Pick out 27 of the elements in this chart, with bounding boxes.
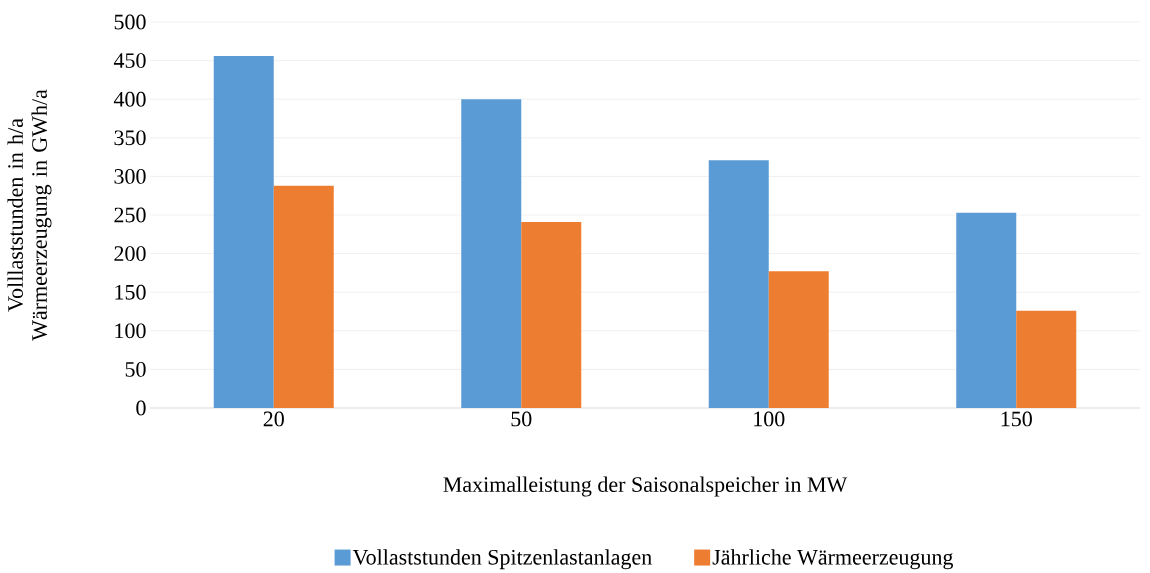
y-tick-label: 300	[114, 168, 146, 184]
x-tick-label: 150	[1001, 411, 1032, 427]
bar	[521, 221, 582, 408]
y-tick-label: 150	[115, 284, 146, 300]
bar	[461, 99, 522, 408]
y-tick-label: 500	[114, 14, 146, 30]
x-tick-label: 50	[511, 411, 532, 427]
y-tick-label: 0	[136, 400, 146, 416]
y-tick-label: 350	[114, 130, 146, 146]
bar	[956, 212, 1017, 408]
bar	[213, 55, 274, 408]
x-axis-title: Maximalleistung der Saisonalspeicher in MW	[443, 476, 848, 497]
y-tick-label: 50	[125, 361, 146, 377]
legend-label: Jährliche Wärmeerzeugung	[712, 549, 954, 570]
y-axis-title: Volllaststunden in h/a Wärmeerzeugung in GWh/a	[7, 89, 52, 341]
y-tick-label: 100	[115, 323, 146, 339]
y-tick-label: 250	[114, 207, 146, 223]
bar	[708, 160, 769, 408]
x-tick-label: 100	[754, 411, 785, 427]
legend-label: Vollaststunden Spitzenlastanlagen	[352, 549, 652, 570]
bar	[768, 271, 829, 408]
x-tick-label: 20	[263, 411, 284, 427]
bar	[1016, 310, 1077, 408]
y-tick-label: 400	[113, 91, 146, 107]
bar	[273, 185, 334, 408]
y-tick-label: 450	[113, 53, 146, 69]
y-tick-label: 200	[114, 246, 146, 262]
